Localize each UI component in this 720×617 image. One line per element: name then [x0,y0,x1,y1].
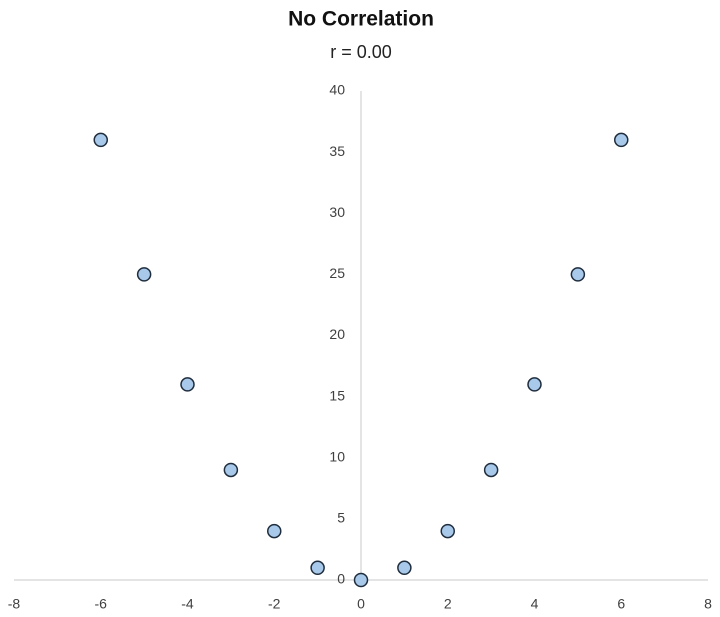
point [397,560,412,576]
y-tick-label: 35 [329,143,345,159]
x-tick-label: 8 [704,596,712,612]
point [267,523,282,539]
x-tick-label: -4 [181,596,194,612]
x-tick-label: 2 [444,596,452,612]
y-tick-label: 30 [329,204,345,220]
point [527,377,542,392]
point [483,462,499,478]
x-tick-label: 0 [357,596,365,612]
chart-title: No Correlation [288,8,434,31]
x-tick-label: -6 [95,596,108,612]
x-tick-label: -8 [8,596,21,612]
y-tick-label: 40 [329,82,345,98]
point [223,462,239,478]
y-tick-label: 25 [329,265,345,281]
y-tick-label: 20 [329,326,345,342]
x-tick-label: 6 [617,596,625,612]
y-tick-label: 10 [329,448,345,464]
point [180,377,195,392]
point [570,267,586,282]
point [310,560,325,576]
y-tick-label: 5 [337,510,345,526]
chart-subtitle: r = 0.00 [330,42,392,62]
point [93,132,108,148]
point [136,267,152,282]
point [353,572,369,588]
point [614,132,629,148]
x-tick-label: -2 [268,596,281,612]
y-tick-label: 0 [337,571,345,587]
point [440,523,455,539]
y-tick-label: 15 [329,387,345,403]
x-tick-label: 4 [531,596,539,612]
